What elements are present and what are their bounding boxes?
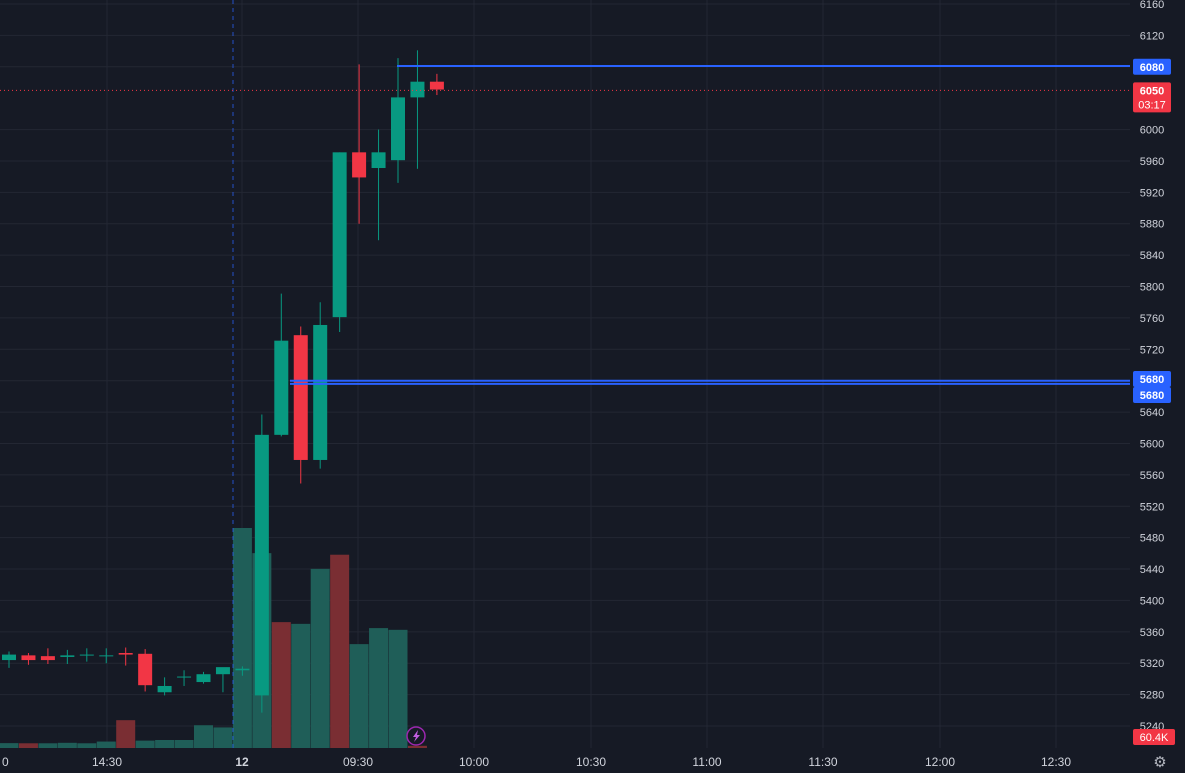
alert-badge-mid-1[interactable]: 5680 <box>1133 371 1171 387</box>
volume-bar <box>0 743 19 748</box>
volume-bar <box>213 727 233 748</box>
current-price-label: 6050 <box>1140 85 1164 97</box>
price-tick-label: 5400 <box>1140 595 1164 607</box>
candle[interactable] <box>410 50 425 169</box>
candle[interactable] <box>274 293 289 437</box>
price-tick-label: 5960 <box>1140 156 1164 168</box>
volume-bar <box>310 568 330 748</box>
candle[interactable] <box>177 670 192 686</box>
candle[interactable] <box>60 649 75 665</box>
settings-icon[interactable]: ⚙ <box>1153 754 1167 771</box>
price-tick-label: 5720 <box>1140 344 1164 356</box>
candle[interactable] <box>79 648 94 662</box>
candle[interactable] <box>215 667 230 693</box>
candle[interactable] <box>254 414 269 713</box>
candle[interactable] <box>391 58 405 183</box>
volume-bar <box>77 743 97 748</box>
candle[interactable] <box>371 129 386 241</box>
time-tick-label: 0 <box>2 755 9 769</box>
volume-bar <box>174 739 194 748</box>
price-tick-label: 5600 <box>1140 438 1164 450</box>
volume-bar <box>407 745 427 748</box>
volume-bar <box>194 725 213 748</box>
volume-bar <box>271 622 291 748</box>
price-tick-label: 5920 <box>1140 187 1164 199</box>
volume-bar <box>388 629 408 748</box>
volume-bar <box>96 741 116 748</box>
alert-badge-top-label: 6080 <box>1140 62 1164 74</box>
price-tick-label: 5560 <box>1140 470 1164 482</box>
volume-bar <box>18 743 38 748</box>
candle[interactable] <box>313 302 328 469</box>
candle[interactable] <box>21 653 36 665</box>
price-tick-label: 5520 <box>1140 501 1164 513</box>
volume-bar <box>291 623 311 748</box>
alert-badge-mid-2-label: 5680 <box>1140 390 1164 402</box>
volume-bar <box>116 720 136 748</box>
alert-lines[interactable] <box>290 64 1130 385</box>
price-tick-label: 5360 <box>1140 627 1164 639</box>
alert-badge-top[interactable]: 6080 <box>1133 58 1171 75</box>
time-axis[interactable]: 0 14:30 12 09:30 10:00 10:30 11:00 11:30 12:00 12… <box>2 755 1071 769</box>
price-tick-label: 6120 <box>1140 30 1164 42</box>
price-tick-label: 5440 <box>1140 564 1164 576</box>
time-tick-label: 14:30 <box>92 755 122 769</box>
current-price-badge: 6050 03:17 <box>1133 82 1171 113</box>
time-tick-label: 11:00 <box>692 755 721 769</box>
price-tick-label: 5880 <box>1140 219 1164 231</box>
candle[interactable] <box>157 677 172 696</box>
price-tick-label: 5640 <box>1140 407 1164 419</box>
candle[interactable] <box>352 64 367 224</box>
volume-bar <box>349 644 369 748</box>
time-tick-label: 09:30 <box>343 755 373 769</box>
grid-lines <box>0 0 1130 748</box>
price-tick-label: 5840 <box>1140 250 1164 262</box>
time-tick-label: 12:00 <box>925 755 955 769</box>
candlesticks[interactable] <box>2 50 444 713</box>
candle[interactable] <box>429 73 444 96</box>
volume-bar <box>369 628 389 748</box>
price-tick-label: 5800 <box>1140 282 1164 294</box>
price-tick-label: 6160 <box>1140 0 1164 11</box>
candle[interactable] <box>293 326 308 484</box>
price-tick-label: 5320 <box>1140 658 1164 670</box>
time-tick-label: 12:30 <box>1041 755 1071 769</box>
candle[interactable] <box>332 152 347 333</box>
price-tick-label: 5760 <box>1140 313 1164 325</box>
countdown-label: 03:17 <box>1138 99 1166 111</box>
volume-label: 60.4K <box>1140 732 1169 744</box>
volume-bar <box>135 740 155 748</box>
price-tick-label: 5280 <box>1140 690 1164 702</box>
volume-bars <box>0 528 427 748</box>
alert-badge-mid-1-label: 5680 <box>1140 374 1164 386</box>
time-tick-label: 10:00 <box>459 755 489 769</box>
price-tick-label: 6000 <box>1140 125 1164 137</box>
volume-badge: 60.4K <box>1133 729 1175 745</box>
price-tick-label: 5480 <box>1140 533 1164 545</box>
time-tick-label: 12 <box>235 755 249 769</box>
volume-bar <box>57 742 77 748</box>
alert-badge-mid-2[interactable]: 5680 <box>1133 387 1171 403</box>
lightning-icon[interactable] <box>406 726 426 746</box>
candle[interactable] <box>196 671 211 684</box>
volume-bar <box>38 743 58 748</box>
volume-bar <box>232 528 252 748</box>
time-tick-label: 11:30 <box>808 755 837 769</box>
candle[interactable] <box>235 666 250 676</box>
candle[interactable] <box>2 651 16 668</box>
candle[interactable] <box>40 648 55 665</box>
candle[interactable] <box>118 647 133 666</box>
candle[interactable] <box>99 648 114 664</box>
volume-bar <box>155 739 175 748</box>
candle[interactable] <box>138 649 153 692</box>
time-tick-label: 10:30 <box>576 755 606 769</box>
volume-bar <box>330 554 350 748</box>
